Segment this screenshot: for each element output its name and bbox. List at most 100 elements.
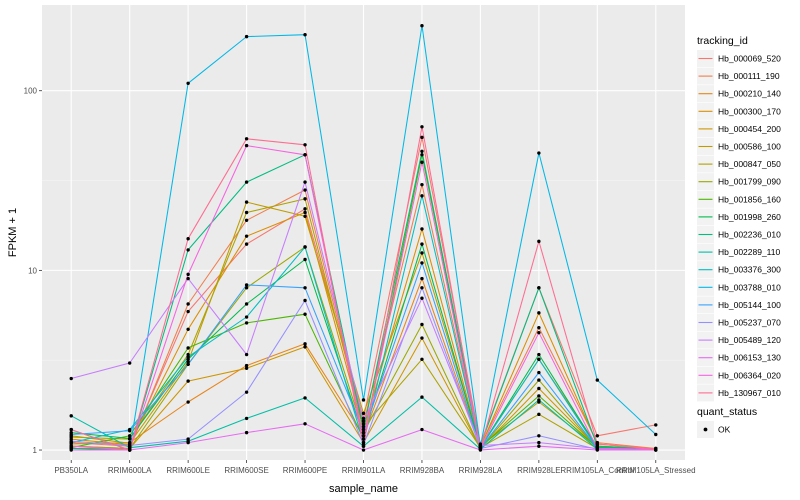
x-axis: PB350LA RRIM600LA RRIM600LE RRIM600SE RRIM60… <box>54 460 696 475</box>
data-point <box>420 182 424 187</box>
data-point <box>478 443 483 448</box>
color-legend: tracking_id Hb_000069_520 Hb_000111_190 Hb… <box>697 35 781 402</box>
data-point <box>537 444 541 448</box>
legend-label: Hb_000300_170 <box>718 106 781 116</box>
data-point <box>69 432 73 437</box>
data-point <box>361 430 366 435</box>
x-tick-label: RRIM600SE <box>224 466 268 475</box>
data-point <box>244 218 249 222</box>
data-point <box>420 251 424 255</box>
data-point <box>303 33 307 37</box>
data-point <box>186 357 190 361</box>
data-point <box>303 257 307 262</box>
data-point <box>186 400 190 404</box>
data-point <box>244 283 249 287</box>
data-point <box>303 245 307 249</box>
data-point <box>186 360 190 364</box>
legend-label: Hb_005237_070 <box>718 318 781 328</box>
data-point <box>69 376 73 381</box>
data-point <box>537 311 541 315</box>
data-point <box>127 436 132 441</box>
data-point <box>244 34 249 39</box>
data-point <box>186 352 190 357</box>
data-point <box>69 435 73 439</box>
data-point <box>244 352 249 357</box>
data-point <box>186 362 190 367</box>
legend-label: Hb_001856_160 <box>718 194 781 204</box>
data-point <box>303 197 307 201</box>
data-point <box>361 411 366 416</box>
data-point <box>361 427 366 432</box>
data-point <box>537 412 541 417</box>
data-point <box>537 394 541 398</box>
legend-label: Hb_006153_130 <box>718 353 781 363</box>
data-point <box>303 210 307 215</box>
data-point <box>595 446 600 451</box>
legend-label: Hb_005144_100 <box>718 300 781 310</box>
data-point <box>537 151 541 155</box>
legend-label: Hb_003376_300 <box>718 265 781 275</box>
data-point <box>127 429 132 433</box>
series-points <box>69 24 658 452</box>
data-point <box>303 298 307 303</box>
x-axis-title: sample_name <box>329 483 398 495</box>
data-point <box>303 422 307 426</box>
y-tick-label: 10 <box>28 266 37 275</box>
data-point <box>537 378 541 382</box>
data-point <box>420 261 424 265</box>
legend-title: tracking_id <box>697 35 748 47</box>
x-tick-label: RRIM928BA <box>400 466 445 475</box>
legend-label: Hb_001998_260 <box>718 212 781 222</box>
data-point <box>186 237 190 241</box>
legend-label: Hb_000069_520 <box>718 54 781 64</box>
data-point <box>303 143 307 147</box>
legend-label: Hb_002236_010 <box>718 230 781 240</box>
data-point <box>186 440 190 445</box>
data-point <box>420 286 424 290</box>
data-point <box>361 444 366 448</box>
data-point <box>186 346 190 350</box>
data-point <box>127 434 132 438</box>
data-point <box>595 442 600 446</box>
y-axis-title: FPKM + 1 <box>7 208 19 257</box>
data-point <box>244 143 249 148</box>
data-point <box>420 194 424 198</box>
legend-label: Hb_006364_020 <box>718 370 781 380</box>
x-tick-label: RRIM901LA <box>342 466 386 475</box>
data-point <box>420 276 424 281</box>
data-point <box>420 125 424 129</box>
data-point <box>420 296 424 300</box>
data-point <box>537 286 541 290</box>
x-tick-label: RRIM105LA_Control <box>560 466 634 475</box>
data-point <box>244 210 249 215</box>
data-point <box>537 398 541 402</box>
major-gridlines <box>42 5 685 460</box>
data-point <box>537 239 541 244</box>
data-point <box>303 396 307 400</box>
shape-legend: quant_status OK <box>697 406 757 438</box>
data-point <box>303 342 307 346</box>
data-point <box>127 448 132 452</box>
legend-label: Hb_000847_050 <box>718 159 781 169</box>
data-point <box>420 427 424 432</box>
data-point <box>244 242 249 246</box>
data-point <box>244 315 249 319</box>
data-point <box>420 322 424 327</box>
y-tick-label: 100 <box>24 87 38 96</box>
data-point <box>244 180 249 184</box>
data-point <box>361 424 366 429</box>
data-point <box>69 414 73 418</box>
data-point <box>303 188 307 192</box>
data-point <box>69 448 73 452</box>
data-point <box>537 357 541 361</box>
data-point <box>303 286 307 290</box>
legend-label: Hb_000586_100 <box>718 142 781 152</box>
legend-label: Hb_130967_010 <box>718 388 781 398</box>
data-point <box>303 207 307 211</box>
shape-legend-point <box>703 427 708 432</box>
data-point <box>361 422 366 426</box>
data-point <box>420 135 424 140</box>
data-point <box>361 419 366 423</box>
x-tick-label: PB350LA <box>54 466 88 475</box>
data-point <box>303 180 307 184</box>
